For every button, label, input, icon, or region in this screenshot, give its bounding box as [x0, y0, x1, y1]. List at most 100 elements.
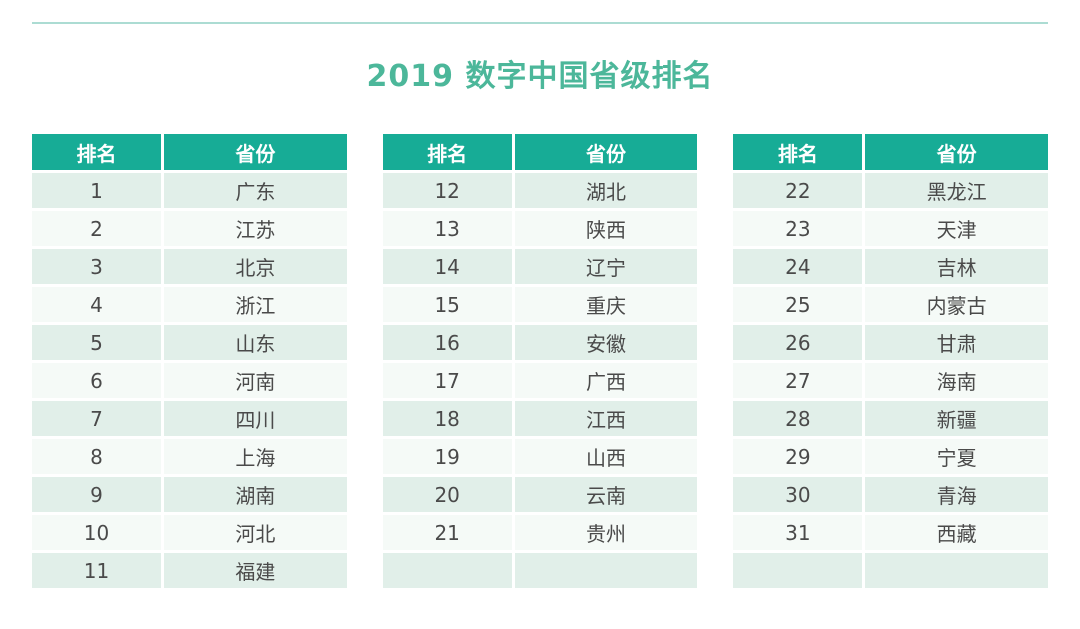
- rank-cell: 2: [32, 211, 161, 246]
- rank-cell: [382, 553, 512, 588]
- province-cell: 宁夏: [865, 439, 1049, 474]
- province-cell: [514, 553, 698, 588]
- table-row: 10 河北: [32, 515, 347, 550]
- table-row: 4 浙江: [32, 287, 347, 322]
- rank-cell: 15: [382, 287, 512, 322]
- rank-cell: 3: [32, 249, 161, 284]
- rank-cell: 27: [733, 363, 863, 398]
- table-row: 15 重庆: [382, 287, 698, 322]
- table-header-row: 排名 省份: [733, 134, 1049, 170]
- rank-header-cell: 排名: [32, 134, 161, 170]
- table-row: 20 云南: [382, 477, 698, 512]
- province-cell: 福建: [164, 553, 347, 588]
- province-cell: 吉林: [865, 249, 1049, 284]
- province-header-cell: 省份: [514, 134, 698, 170]
- rank-table-2: 排名 省份 12 湖北 13 陕西 14 辽宁 15 重庆 16 安徽 17 广西 18 江西 19 山西 20 云南…: [382, 134, 698, 588]
- province-cell: 湖南: [164, 477, 347, 512]
- table-header-row: 排名 省份: [382, 134, 698, 170]
- province-cell: 四川: [164, 401, 347, 436]
- rank-cell: 23: [733, 211, 863, 246]
- table-row: 8 上海: [32, 439, 347, 474]
- table-row: 24 吉林: [733, 249, 1049, 284]
- rank-table-3: 排名 省份 22 黑龙江 23 天津 24 吉林 25 内蒙古 26 甘肃 27 海南 28 新疆 29 宁夏 30…: [733, 134, 1049, 588]
- table-row: 7 四川: [32, 401, 347, 436]
- table-row: 31 西藏: [733, 515, 1049, 550]
- province-header-cell: 省份: [164, 134, 347, 170]
- rank-cell: 30: [733, 477, 863, 512]
- province-cell: 河北: [164, 515, 347, 550]
- rank-cell: 20: [382, 477, 512, 512]
- table-row: 21 贵州: [382, 515, 698, 550]
- province-cell: 海南: [865, 363, 1049, 398]
- table-row: 26 甘肃: [733, 325, 1049, 360]
- province-cell: [865, 553, 1049, 588]
- table-row: 3 北京: [32, 249, 347, 284]
- province-cell: 山西: [514, 439, 698, 474]
- rank-cell: 25: [733, 287, 863, 322]
- province-cell: 辽宁: [514, 249, 698, 284]
- rank-cell: 14: [382, 249, 512, 284]
- province-cell: 广西: [514, 363, 698, 398]
- province-cell: 青海: [865, 477, 1049, 512]
- rank-cell: 11: [32, 553, 161, 588]
- table-row: 30 青海: [733, 477, 1049, 512]
- province-cell: 贵州: [514, 515, 698, 550]
- rank-cell: 17: [382, 363, 512, 398]
- rank-cell: 19: [382, 439, 512, 474]
- province-cell: 甘肃: [865, 325, 1049, 360]
- table-row: 9 湖南: [32, 477, 347, 512]
- rank-cell: [733, 553, 863, 588]
- province-cell: 广东: [164, 173, 347, 208]
- rank-cell: 13: [382, 211, 512, 246]
- province-cell: 新疆: [865, 401, 1049, 436]
- table-row: 29 宁夏: [733, 439, 1049, 474]
- table-row: 14 辽宁: [382, 249, 698, 284]
- rank-cell: 31: [733, 515, 863, 550]
- rank-cell: 9: [32, 477, 161, 512]
- table-row: 13 陕西: [382, 211, 698, 246]
- rank-cell: 6: [32, 363, 161, 398]
- table-row: 18 江西: [382, 401, 698, 436]
- province-cell: 内蒙古: [865, 287, 1049, 322]
- province-cell: 江苏: [164, 211, 347, 246]
- table-row: 28 新疆: [733, 401, 1049, 436]
- rank-cell: 7: [32, 401, 161, 436]
- ranking-tables: 排名 省份 1 广东 2 江苏 3 北京 4 浙江 5 山东 6 河南 7 四川 8 上海 9 湖南 10 河北 11 福建 …: [32, 134, 1049, 588]
- province-cell: 西藏: [865, 515, 1049, 550]
- rank-cell: 22: [733, 173, 863, 208]
- province-cell: 湖北: [514, 173, 698, 208]
- rank-cell: 12: [382, 173, 512, 208]
- rank-cell: 24: [733, 249, 863, 284]
- table-row: 25 内蒙古: [733, 287, 1049, 322]
- rank-cell: 29: [733, 439, 863, 474]
- rank-cell: 4: [32, 287, 161, 322]
- page-title: 2019 数字中国省级排名: [366, 59, 714, 94]
- table-row: [382, 553, 698, 588]
- province-cell: 重庆: [514, 287, 698, 322]
- table-row: 2 江苏: [32, 211, 347, 246]
- province-cell: 上海: [164, 439, 347, 474]
- table-row: 16 安徽: [382, 325, 698, 360]
- table-row: 23 天津: [733, 211, 1049, 246]
- rank-cell: 5: [32, 325, 161, 360]
- top-divider-line: [32, 22, 1048, 24]
- province-cell: 浙江: [164, 287, 347, 322]
- table-row: 17 广西: [382, 363, 698, 398]
- table-row: [733, 553, 1049, 588]
- table-row: 6 河南: [32, 363, 347, 398]
- table-row: 5 山东: [32, 325, 347, 360]
- rank-cell: 28: [733, 401, 863, 436]
- rank-table-1: 排名 省份 1 广东 2 江苏 3 北京 4 浙江 5 山东 6 河南 7 四川 8 上海 9 湖南 10 河北 11 福建: [32, 134, 347, 588]
- table-row: 22 黑龙江: [733, 173, 1049, 208]
- table-row: 12 湖北: [382, 173, 698, 208]
- table-row: 19 山西: [382, 439, 698, 474]
- rank-cell: 16: [382, 325, 512, 360]
- rank-cell: 8: [32, 439, 161, 474]
- rank-header-cell: 排名: [382, 134, 512, 170]
- province-cell: 云南: [514, 477, 698, 512]
- province-cell: 陕西: [514, 211, 698, 246]
- province-cell: 山东: [164, 325, 347, 360]
- table-row: 11 福建: [32, 553, 347, 588]
- province-cell: 河南: [164, 363, 347, 398]
- rank-header-cell: 排名: [733, 134, 863, 170]
